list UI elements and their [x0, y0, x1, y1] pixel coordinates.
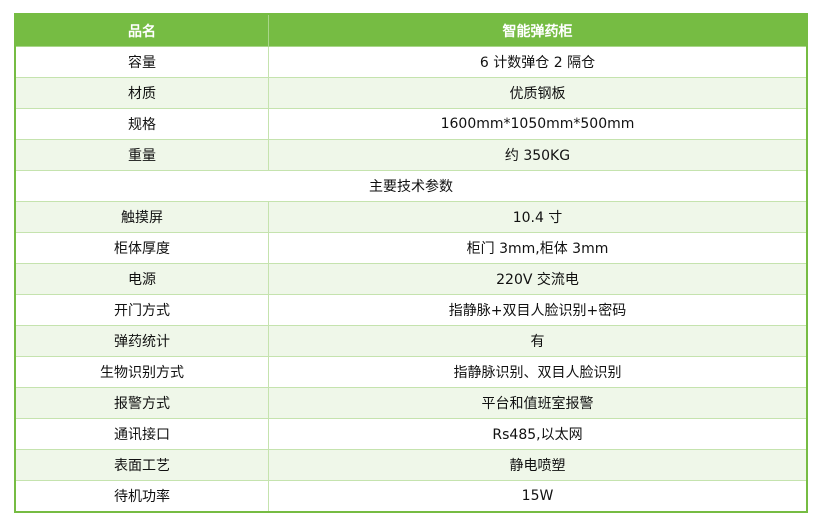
row-label: 材质	[14, 77, 269, 109]
row-label: 待机功率	[14, 480, 269, 513]
table-row: 容量 6 计数弹仓 2 隔仓	[14, 46, 808, 78]
row-value: 220V 交流电	[268, 263, 808, 295]
table-row: 材质 优质钢板	[14, 77, 808, 109]
row-label: 报警方式	[14, 387, 269, 419]
row-value: 10.4 寸	[268, 201, 808, 233]
section-title: 主要技术参数	[14, 170, 808, 202]
table-row: 表面工艺 静电喷塑	[14, 449, 808, 481]
row-value: 指静脉识别、双目人脸识别	[268, 356, 808, 388]
row-value: 6 计数弹仓 2 隔仓	[268, 46, 808, 78]
table-row: 弹药统计有	[14, 325, 808, 357]
row-label: 容量	[14, 46, 269, 78]
row-label: 柜体厚度	[14, 232, 269, 264]
row-value: 平台和值班室报警	[268, 387, 808, 419]
row-value: 有	[268, 325, 808, 357]
row-value: 15W	[268, 480, 808, 513]
table-row: 待机功率 15W	[14, 480, 808, 513]
row-value: 静电喷塑	[268, 449, 808, 481]
table-row: 柜体厚度 柜门 3mm,柜体 3mm	[14, 232, 808, 264]
table-header: 品名 智能弹药柜	[14, 13, 808, 47]
table-row: 通讯接口 Rs485,以太网	[14, 418, 808, 450]
spec-table: 品名 智能弹药柜 容量 6 计数弹仓 2 隔仓 材质 优质钢板 规格 1600mm*105…	[14, 13, 808, 513]
row-value: 指静脉+双目人脸识别+密码	[268, 294, 808, 326]
row-label: 表面工艺	[14, 449, 269, 481]
table-row: 触摸屏 10.4 寸	[14, 201, 808, 233]
row-label: 重量	[14, 139, 269, 171]
header-col1: 品名	[14, 13, 269, 47]
row-value: 1600mm*1050mm*500mm	[268, 108, 808, 140]
row-value: Rs485,以太网	[268, 418, 808, 450]
table-row: 重量约 350KG	[14, 139, 808, 171]
table-row: 报警方式 平台和值班室报警	[14, 387, 808, 419]
row-label: 弹药统计	[14, 325, 269, 357]
table-row: 生物识别方式 指静脉识别、双目人脸识别	[14, 356, 808, 388]
header-col2: 智能弹药柜	[268, 13, 808, 47]
row-label: 电源	[14, 263, 269, 295]
table-row: 规格 1600mm*1050mm*500mm	[14, 108, 808, 140]
table-row: 电源 220V 交流电	[14, 263, 808, 295]
row-label: 生物识别方式	[14, 356, 269, 388]
section-row: 主要技术参数	[14, 170, 808, 202]
row-label: 规格	[14, 108, 269, 140]
table-row: 开门方式 指静脉+双目人脸识别+密码	[14, 294, 808, 326]
row-label: 通讯接口	[14, 418, 269, 450]
row-label: 开门方式	[14, 294, 269, 326]
row-label: 触摸屏	[14, 201, 269, 233]
row-value: 优质钢板	[268, 77, 808, 109]
row-value: 柜门 3mm,柜体 3mm	[268, 232, 808, 264]
row-value: 约 350KG	[268, 139, 808, 171]
